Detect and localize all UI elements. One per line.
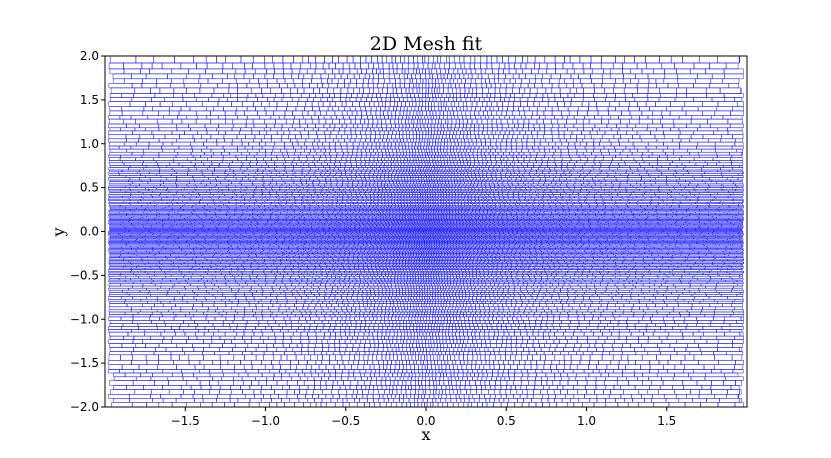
x-tick-label: 1.0 <box>577 414 596 428</box>
y-tick-label: 2.0 <box>80 49 99 63</box>
x-tick-label: 0.0 <box>416 414 435 428</box>
y-axis-label: y <box>49 227 68 237</box>
plot-area <box>104 55 748 408</box>
mesh-grid-lines <box>107 55 745 408</box>
x-tick-label: −0.5 <box>331 414 360 428</box>
y-axis: 2.0 1.5 1.0 0.5 0.0 −0.5 −1.0 −1.5 −2.0 <box>70 49 105 414</box>
x-tick-label: 0.5 <box>497 414 516 428</box>
y-tick-label: 0.5 <box>80 181 99 195</box>
x-tick-label: 1.5 <box>657 414 676 428</box>
y-tick-label: −0.5 <box>70 268 99 282</box>
chart-title: 2D Mesh fit <box>370 33 483 55</box>
y-tick-label: 1.0 <box>80 137 99 151</box>
mesh-cells <box>107 55 745 408</box>
y-tick-label: 0.0 <box>80 225 99 239</box>
y-tick-label: −1.0 <box>70 312 99 326</box>
x-axis-label: x <box>421 425 430 444</box>
x-axis: −1.5 −1.0 −0.5 0.0 0.5 1.0 1.5 <box>171 407 676 428</box>
x-tick-label: −1.5 <box>171 414 200 428</box>
x-tick-label: −1.0 <box>251 414 280 428</box>
y-tick-label: 1.5 <box>80 93 99 107</box>
y-tick-label: −1.5 <box>70 356 99 370</box>
y-tick-label: −2.0 <box>70 400 99 414</box>
